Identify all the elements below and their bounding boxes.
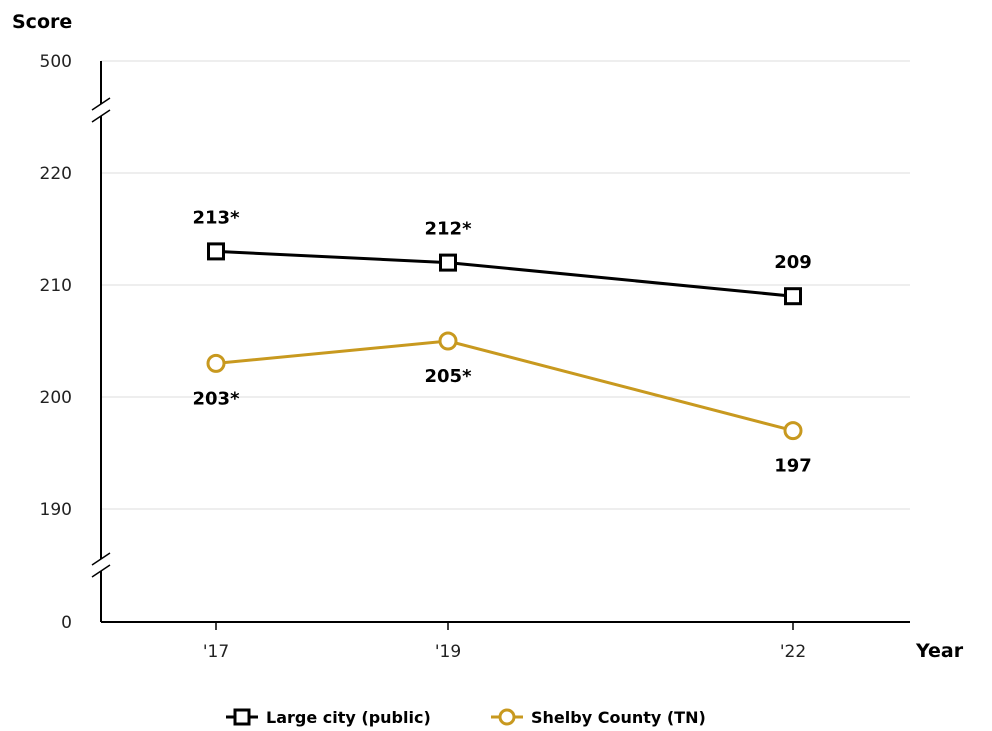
axis-break-mark xyxy=(91,97,111,111)
axis-break-mark xyxy=(91,564,111,578)
series-line xyxy=(215,339,794,433)
data-point-square xyxy=(439,253,457,272)
data-label: 209 xyxy=(774,252,812,273)
data-point-circle xyxy=(783,421,803,441)
data-label: 213* xyxy=(193,207,241,228)
legend-circle-marker xyxy=(498,708,516,726)
data-point-circle xyxy=(206,353,226,373)
x-tick-labels: '17 '19 '22 xyxy=(203,642,806,662)
legend-label: Large city (public) xyxy=(266,708,431,727)
data-label: 197 xyxy=(774,456,812,477)
series-line xyxy=(215,249,794,298)
y-tick-label: 0 xyxy=(61,613,72,633)
y-tick-label: 190 xyxy=(40,500,72,520)
x-tick-label: '22 xyxy=(780,642,806,662)
data-point-square xyxy=(784,287,802,306)
data-label: 203* xyxy=(193,388,241,409)
legend: Large city (public) Shelby County (TN) xyxy=(226,708,706,727)
y-tick-labels: 0 190 200 210 220 500 xyxy=(40,52,72,633)
y-tick-label: 210 xyxy=(40,276,72,296)
data-label: 205* xyxy=(425,366,473,387)
axis-break-mark xyxy=(91,109,111,123)
y-tick-label: 200 xyxy=(40,388,72,408)
x-axis-title: Year xyxy=(915,640,964,662)
y-tick-label: 500 xyxy=(40,52,72,72)
series-layer xyxy=(206,242,803,441)
data-label: 212* xyxy=(425,219,473,240)
data-point-circle xyxy=(438,331,458,351)
x-tick-label: '17 xyxy=(203,642,229,662)
legend-label: Shelby County (TN) xyxy=(531,708,706,727)
axes xyxy=(91,61,910,630)
axis-break-mark xyxy=(91,552,111,566)
legend-square-marker xyxy=(233,708,251,726)
data-point-square xyxy=(207,242,225,261)
y-axis-title: Score xyxy=(12,11,72,33)
x-tick-label: '19 xyxy=(435,642,461,662)
gridlines xyxy=(101,60,910,510)
y-tick-label: 220 xyxy=(40,164,72,184)
data-labels: 213* 212* 209 203* 205* 197 xyxy=(193,207,812,476)
